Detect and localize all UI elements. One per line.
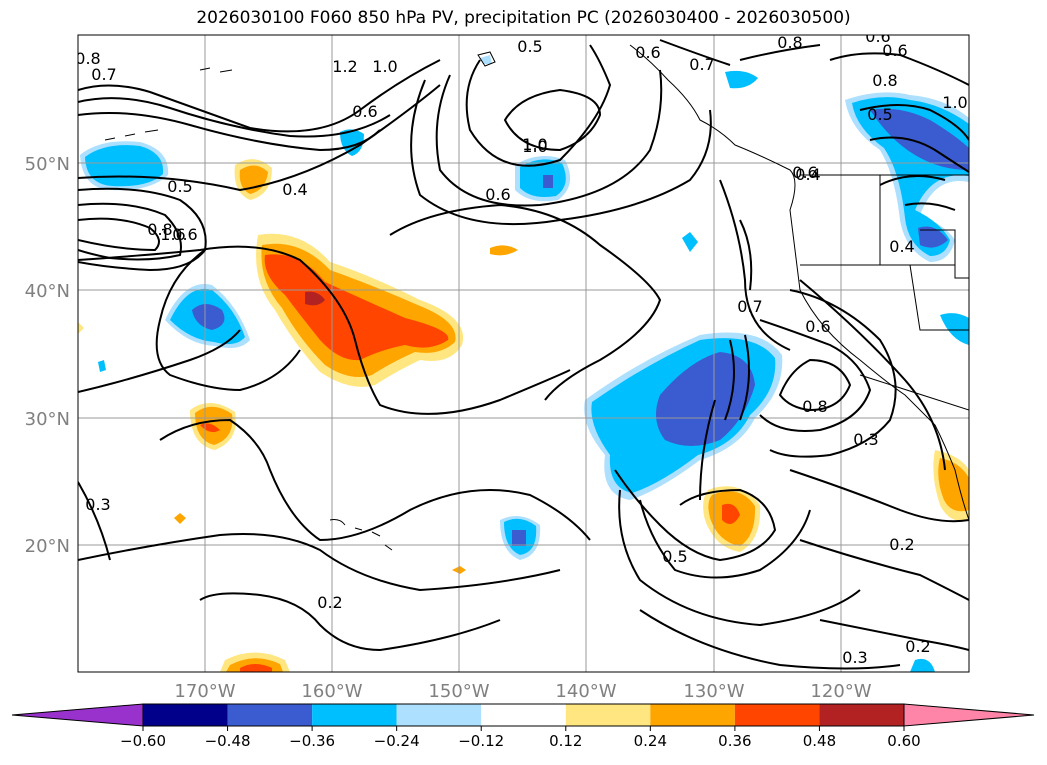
colorbar-bin	[650, 704, 735, 726]
contour-label: 0.3	[842, 648, 867, 667]
colorbar-bin	[565, 704, 651, 726]
contour-label: 0.8	[147, 220, 172, 239]
colorbar-tick-label: 0.36	[718, 732, 751, 750]
contour-label: 0.4	[795, 165, 820, 184]
map-title: 2026030100 F060 850 hPa PV, precipitatio…	[196, 8, 851, 28]
contour-label: 1.0	[372, 57, 397, 76]
colorbar-bin	[143, 704, 228, 726]
contour-label: 0.6	[805, 317, 830, 336]
contour-label: 0.5	[867, 105, 892, 124]
colorbar-tick-label: 0.48	[803, 732, 836, 750]
coastlines	[104, 44, 969, 551]
contour-label: 0.6	[865, 27, 890, 46]
pv-contours	[78, 39, 969, 670]
precip-negative-shading	[80, 55, 969, 672]
contour-label: 1.0	[522, 135, 547, 154]
map-frame	[77, 34, 970, 673]
colorbar-bin	[312, 704, 397, 726]
lon-label: 120°W	[810, 681, 871, 702]
lon-label: 140°W	[555, 681, 616, 702]
colorbar-tick-label: −0.48	[205, 732, 251, 750]
contour-label: 0.8	[872, 71, 897, 90]
lat-label: 20°N	[25, 536, 70, 557]
contour-label: 0.4	[889, 237, 914, 256]
colorbar-bin	[819, 704, 904, 726]
colorbar-tick-label: −0.12	[458, 732, 504, 750]
contour-labels: 0.5 0.6 1.0 0.6 0.8 0.6 0.8 1.0 0.6 0.5 …	[75, 27, 968, 667]
colorbar-tick-label: −0.36	[289, 732, 335, 750]
colorbar-tick-label: 0.24	[634, 732, 667, 750]
contour-label: 0.7	[737, 297, 762, 316]
colorbar-bin	[227, 704, 313, 726]
colorbar-tick-label: −0.60	[120, 732, 166, 750]
latitude-axis: 50°N 40°N 30°N 20°N	[25, 154, 70, 557]
contour-label: 0.6	[485, 185, 510, 204]
contour-label: 1.2	[332, 57, 357, 76]
contour-label: 0.5	[167, 177, 192, 196]
contour-label: 0.2	[317, 593, 342, 612]
contour-label: 0.2	[905, 637, 930, 656]
lat-label: 40°N	[25, 281, 70, 302]
colorbar-tick-label: 0.12	[549, 732, 582, 750]
colorbar-bin	[481, 704, 566, 726]
colorbar-tick-label: 0.60	[887, 732, 920, 750]
contour-label: 0.6	[792, 163, 817, 182]
colorbar-bin	[396, 704, 482, 726]
contour-label: 0.8	[75, 49, 100, 68]
longitude-axis: 170°W 160°W 150°W 140°W 130°W 120°W	[174, 681, 871, 702]
contour-label: 0.2	[889, 535, 914, 554]
contour-label: 0.5	[662, 547, 687, 566]
contour-label: 0.8	[802, 397, 827, 416]
contour-label: 0.6	[352, 102, 377, 121]
contour-label: 0.7	[91, 65, 116, 84]
colorbar-bin	[734, 704, 820, 726]
colorbar-extend-low	[11, 703, 144, 727]
lon-label: 150°W	[428, 681, 489, 702]
contour-label: 0.6	[172, 225, 197, 244]
lon-label: 170°W	[174, 681, 235, 702]
lon-label: 130°W	[683, 681, 744, 702]
lat-label: 30°N	[25, 409, 70, 430]
lon-label: 160°W	[301, 681, 362, 702]
contour-label: 0.5	[517, 37, 542, 56]
contour-label: 0.6	[635, 43, 660, 62]
contour-label: 0.3	[853, 430, 878, 449]
contour-label: 0.4	[282, 180, 307, 199]
graticule	[78, 35, 969, 672]
contour-label: 0.3	[85, 495, 110, 514]
contour-label: 1.0	[522, 137, 547, 156]
colorbar: −0.60 −0.48 −0.36 −0.24 −0.12 0.12 0.24 0.36 0.4…	[11, 703, 1035, 750]
contour-label: 0.8	[777, 33, 802, 52]
colorbar-extend-high	[903, 703, 1035, 727]
contour-label: 0.7	[689, 55, 714, 74]
contour-label: 1.6	[160, 225, 185, 244]
contour-label: 0.6	[882, 41, 907, 60]
contour-label: 1.0	[942, 93, 967, 112]
colorbar-tick-label: −0.24	[374, 732, 420, 750]
colorbar-outline	[142, 703, 905, 727]
lat-label: 50°N	[25, 154, 70, 175]
